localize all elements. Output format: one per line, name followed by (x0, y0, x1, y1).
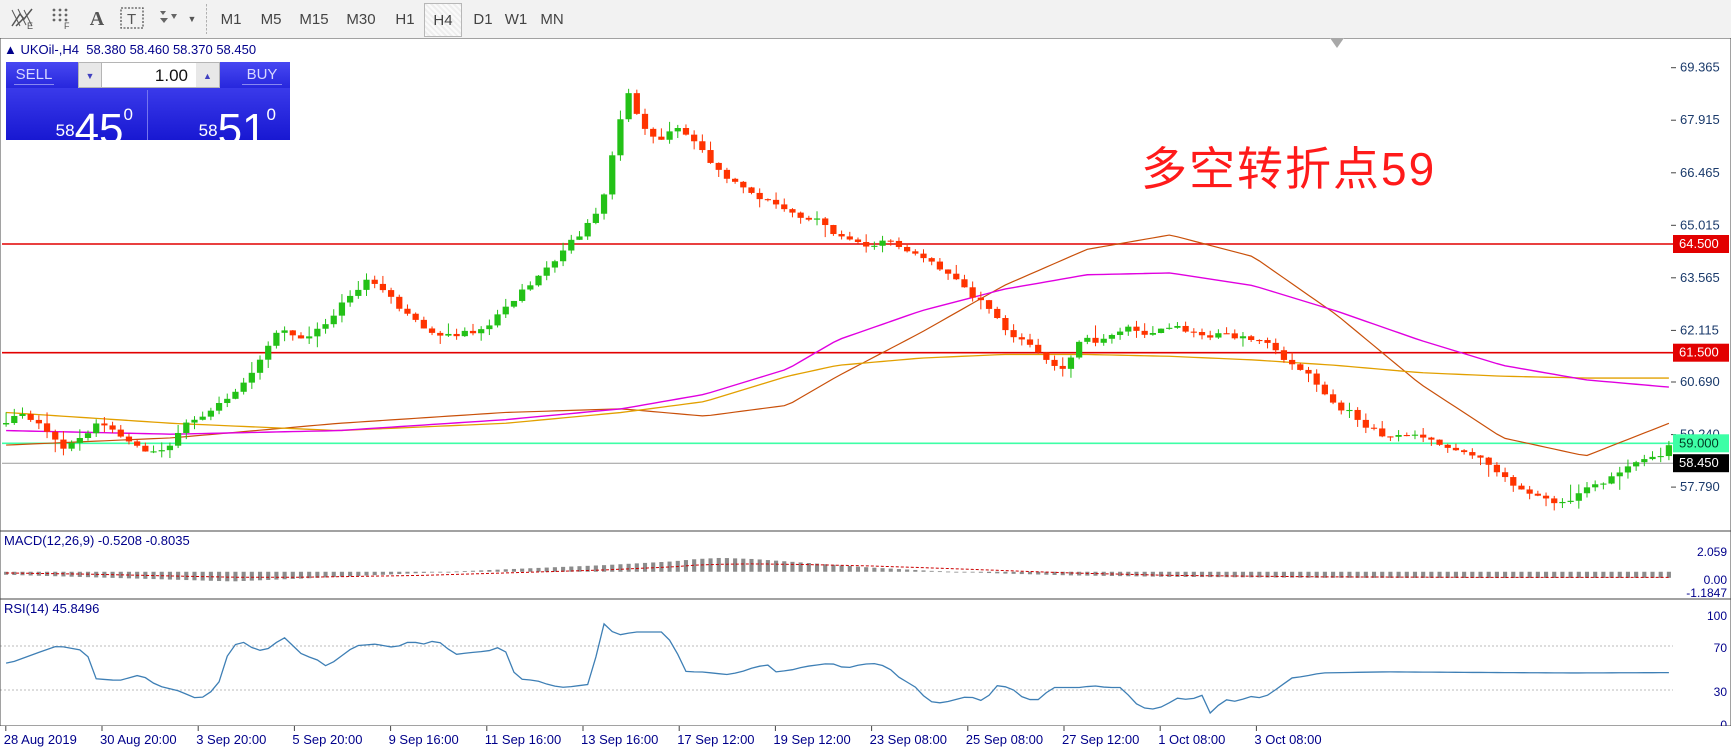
svg-text:66.465: 66.465 (1680, 165, 1720, 180)
svg-text:61.500: 61.500 (1679, 345, 1719, 360)
svg-text:65.015: 65.015 (1680, 217, 1720, 232)
svg-text:T: T (127, 11, 136, 28)
svg-text:60.690: 60.690 (1680, 374, 1720, 389)
svg-text:57.790: 57.790 (1680, 479, 1720, 494)
svg-text:67.915: 67.915 (1680, 112, 1720, 127)
svg-text:E: E (27, 21, 33, 30)
svg-text:69.365: 69.365 (1680, 60, 1720, 75)
svg-text:F: F (64, 21, 70, 30)
svg-text:63.565: 63.565 (1680, 270, 1720, 285)
svg-text:64.500: 64.500 (1679, 236, 1719, 251)
svg-text:59.000: 59.000 (1679, 435, 1719, 450)
svg-text:62.115: 62.115 (1680, 322, 1719, 337)
svg-text:58.450: 58.450 (1679, 455, 1719, 470)
